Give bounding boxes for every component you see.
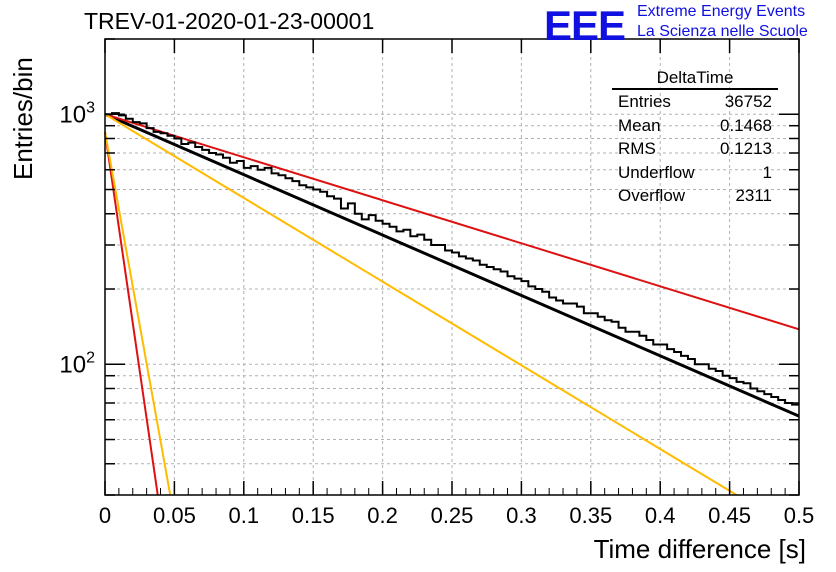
x-tick-label: 0.05 [153,503,196,528]
x-tick-label: 0.1 [229,503,260,528]
x-tick-label: 0.45 [708,503,751,528]
x-tick-label: 0.35 [569,503,612,528]
x-tick-label: 0.3 [506,503,537,528]
stats-row: Entries 36752 [612,90,778,114]
stats-value: 0.1213 [720,139,772,158]
fit-curve [104,131,159,496]
stats-row: Overflow 2311 [612,184,778,208]
stats-row: RMS 0.1213 [612,137,778,161]
y-ticks: 102 103 [59,38,799,496]
brand-line-1: Extreme Energy Events [637,3,806,20]
stats-header: DeltaTime [612,68,778,90]
x-tick-label: 0.5 [784,503,815,528]
x-tick-label: 0 [99,503,111,528]
stats-row: Mean 0.1468 [612,114,778,138]
x-axis-label: Time difference [s] [593,534,806,564]
stats-label: RMS [618,139,656,158]
stats-box: DeltaTime Entries 36752 Mean 0.1468 RMS 0.121… [612,68,778,208]
y-tick-label: 103 [59,99,95,128]
x-tick-label: 0.15 [292,503,335,528]
stats-label: Entries [618,92,671,111]
stats-value: 36752 [724,92,772,111]
stats-value: 1 [762,162,772,182]
eee-logo: EEE [544,2,626,49]
stats-row: Underflow 1 [612,161,778,185]
y-tick-label: 102 [59,349,95,378]
stats-label: Mean [618,115,661,135]
x-tick-label: 0.2 [367,503,398,528]
curves [104,112,800,496]
fit-curve [104,131,172,496]
y-axis-label: Entries/bin [8,57,38,180]
stats-value: 0.1468 [720,115,772,135]
chart-title: TREV-01-2020-01-23-00001 [84,8,375,34]
fit-curve [104,112,800,418]
stats-value: 2311 [735,186,772,205]
stats-label: Underflow [618,162,695,182]
x-tick-label: 0.4 [645,503,676,528]
histogram [105,112,799,406]
x-tick-label: 0.25 [431,503,474,528]
stats-label: Overflow [618,186,686,205]
fit-curve [104,113,800,331]
fit-curve [104,113,738,496]
x-ticks: 0 0.05 0.1 0.15 0.2 0.25 0.3 0.35 0.4 0.45 0.5 [99,39,814,528]
brand-line-2: La Scienza nelle Scuole [637,23,808,40]
histogram-steps [105,112,799,406]
